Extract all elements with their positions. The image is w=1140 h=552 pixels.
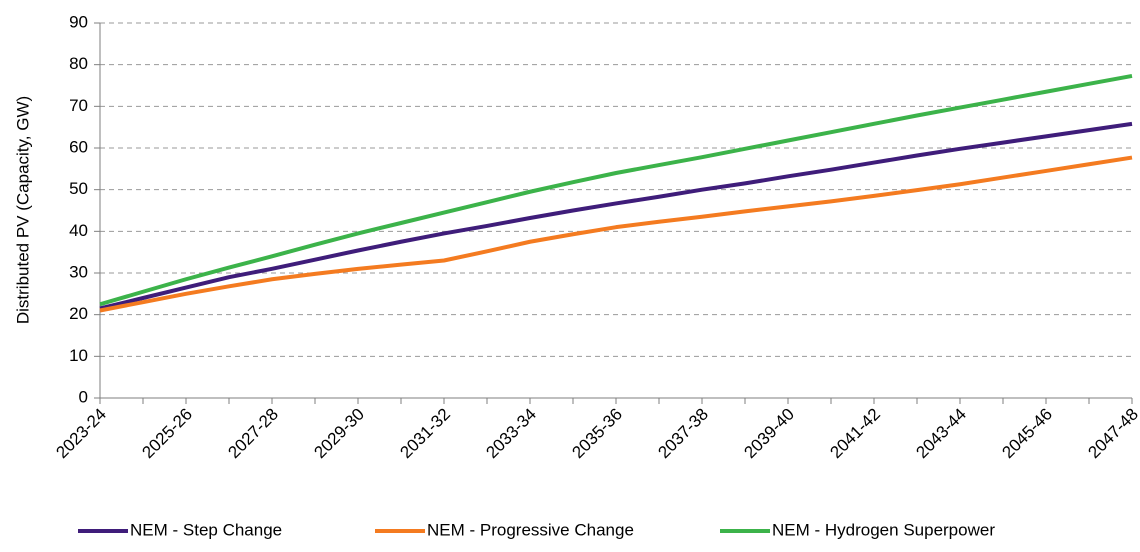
y-tick-label: 60 (69, 137, 88, 156)
y-tick-label: 70 (69, 96, 88, 115)
x-tick-label: 2037-38 (654, 405, 712, 463)
series-line (99, 155, 1133, 313)
y-tick-label: 40 (69, 221, 88, 240)
y-tick-label: 10 (69, 346, 88, 365)
x-tick-label: 2033-34 (482, 405, 540, 463)
legend-label: NEM - Step Change (130, 520, 282, 539)
y-tick-label: 30 (69, 262, 88, 281)
x-tick-label: 2047-48 (1084, 405, 1140, 463)
x-tick-label: 2027-28 (224, 405, 282, 463)
x-tick-label: 2031-32 (396, 405, 454, 463)
y-tick-label: 90 (69, 12, 88, 31)
x-tick-label: 2035-36 (568, 405, 626, 463)
x-tick-label: 2043-44 (912, 405, 970, 463)
y-tick-label: 0 (79, 387, 88, 406)
legend-label: NEM - Hydrogen Superpower (772, 520, 995, 539)
y-tick-label: 20 (69, 304, 88, 323)
y-tick-label: 80 (69, 54, 88, 73)
y-axis-label: Distributed PV (Capacity, GW) (13, 96, 32, 324)
series-line (99, 73, 1133, 307)
x-tick-label: 2041-42 (826, 405, 884, 463)
x-tick-label: 2029-30 (310, 405, 368, 463)
y-tick-label: 50 (69, 179, 88, 198)
x-tick-label: 2023-24 (52, 405, 110, 463)
x-tick-label: 2045-46 (998, 405, 1056, 463)
legend-label: NEM - Progressive Change (427, 520, 634, 539)
x-tick-label: 2025-26 (138, 405, 196, 463)
series-line (99, 121, 1133, 311)
x-tick-label: 2039-40 (740, 405, 798, 463)
